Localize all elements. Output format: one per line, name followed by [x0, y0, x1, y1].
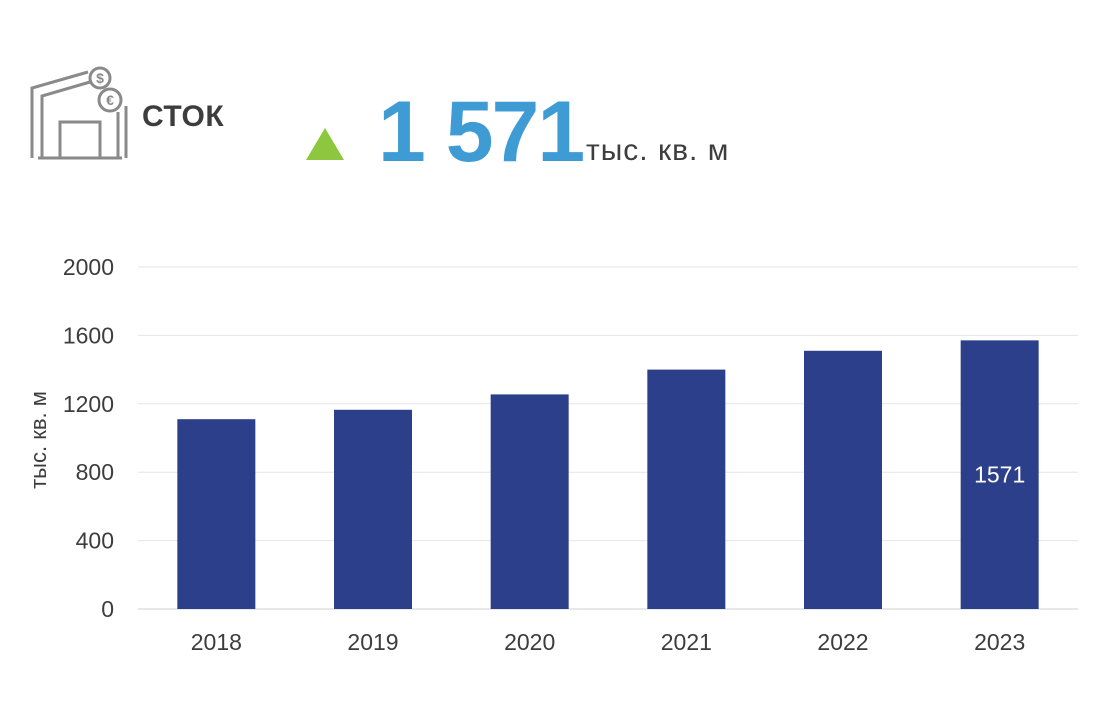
data-labels: 1571	[974, 462, 1025, 488]
trend-up-icon	[306, 128, 344, 160]
bar-2019	[334, 409, 412, 609]
x-tick-labels: 2018 2019 2020 2021 2022 2023	[191, 629, 1026, 655]
header-section: $ € СТОК 1 571 тыс. кв. м	[0, 0, 1100, 200]
y-axis-label: тыс. кв. м	[26, 391, 51, 489]
data-label-2023: 1571	[974, 462, 1025, 488]
x-tick-label: 2021	[661, 629, 712, 655]
kpi-unit: тыс. кв. м	[586, 134, 730, 167]
kpi-value: 1 571	[378, 84, 585, 180]
bars	[177, 340, 1039, 609]
y-tick-label: 800	[76, 459, 114, 485]
section-label: СТОК	[142, 100, 225, 133]
x-tick-label: 2020	[504, 629, 555, 655]
svg-text:$: $	[96, 70, 104, 86]
bar-2023	[960, 340, 1039, 609]
bar-2021	[647, 369, 726, 609]
y-tick-label: 1200	[63, 391, 114, 417]
grid-lines	[138, 266, 1078, 610]
bar-2022	[804, 350, 882, 609]
warehouse-currency-icon: $ €	[30, 66, 128, 160]
bar-2020	[490, 394, 569, 609]
svg-text:€: €	[106, 92, 114, 108]
y-tick-label: 2000	[63, 254, 114, 280]
y-tick-label: 1600	[63, 322, 114, 348]
y-tick-label: 0	[101, 596, 114, 622]
x-tick-label: 2023	[974, 629, 1025, 655]
bar-2018	[177, 419, 256, 609]
x-tick-label: 2022	[817, 629, 868, 655]
x-tick-label: 2018	[191, 629, 242, 655]
y-tick-labels: 0 400 800 1200 1600 2000	[63, 254, 114, 622]
x-tick-label: 2019	[347, 629, 398, 655]
y-tick-label: 400	[76, 528, 114, 554]
